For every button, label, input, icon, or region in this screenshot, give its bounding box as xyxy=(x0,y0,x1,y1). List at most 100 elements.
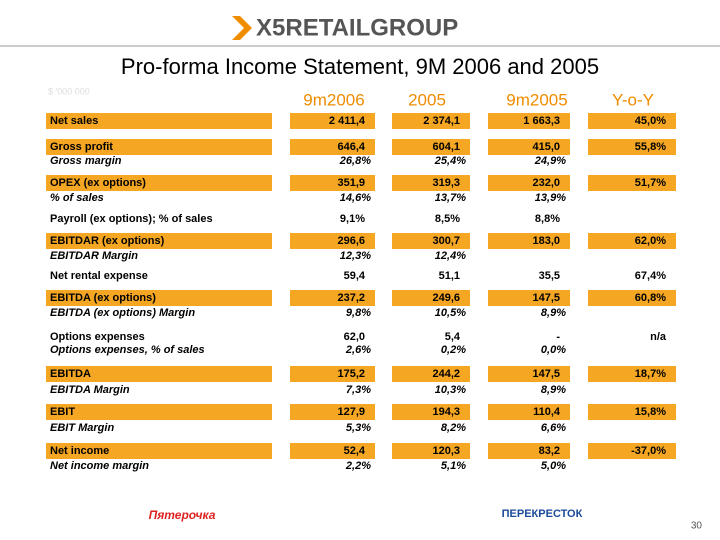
cell: 67,4% xyxy=(635,270,666,282)
cell: 62,0% xyxy=(635,235,666,247)
row-band xyxy=(46,290,272,306)
cell-band xyxy=(392,290,470,306)
cell: 646,4 xyxy=(337,141,365,153)
cell: 7,3% xyxy=(346,384,371,396)
cell: 59,4 xyxy=(344,270,366,282)
cell-band xyxy=(488,443,570,459)
row-label: EBIT xyxy=(50,406,75,418)
cell: 2,2% xyxy=(345,460,371,472)
cell: 249,6 xyxy=(432,292,460,304)
brand-right: ПЕРЕКРЕСТОК xyxy=(502,508,583,520)
cell-band xyxy=(488,404,570,420)
cell: 0,2% xyxy=(441,344,466,356)
row-label: Options expenses, % of sales xyxy=(50,344,205,356)
cell-band xyxy=(488,233,570,249)
row-label: Gross margin xyxy=(50,155,122,167)
cell-band xyxy=(488,113,570,129)
cell-band xyxy=(588,366,676,382)
cell: 244,2 xyxy=(432,368,460,380)
cell: 52,4 xyxy=(344,445,366,457)
page-number: 30 xyxy=(691,521,703,532)
table: 9m2006 2005 9m2005 Y-o-Y Net sales 2 411,4 2 3… xyxy=(46,90,676,472)
cell: 62,0 xyxy=(344,331,365,343)
cell: 8,8% xyxy=(535,213,560,225)
cell: -37,0% xyxy=(631,445,666,457)
cell: 296,6 xyxy=(337,235,365,247)
cell: 232,0 xyxy=(532,177,560,189)
unit-note: $ '000 000 xyxy=(48,86,90,96)
cell: 60,8% xyxy=(635,292,666,304)
cell: 9,8% xyxy=(346,307,371,319)
column-header: 2005 xyxy=(408,90,446,109)
row-label: Net sales xyxy=(50,115,98,127)
cell: 194,3 xyxy=(432,406,460,418)
row-band xyxy=(46,175,272,191)
column-header: 9m2005 xyxy=(506,90,567,109)
row-label: EBITDAR (ex options) xyxy=(50,235,165,247)
cell: 2 411,4 xyxy=(329,115,366,127)
cell-band xyxy=(392,139,470,155)
cell-band xyxy=(392,113,470,129)
cell: - xyxy=(556,331,560,343)
cell: 415,0 xyxy=(532,141,560,153)
cell-band xyxy=(290,404,375,420)
row-label: Options expenses xyxy=(50,331,145,343)
cell: 5,1% xyxy=(441,460,466,472)
cell: 10,3% xyxy=(435,384,466,396)
cell: 8,5% xyxy=(435,213,460,225)
cell: 51,7% xyxy=(635,177,666,189)
row-label: OPEX (ex options) xyxy=(50,177,146,189)
cell: 13,7% xyxy=(435,192,466,204)
cell: 12,4% xyxy=(435,250,466,262)
cell: 12,3% xyxy=(340,250,371,262)
cell: 319,3 xyxy=(432,177,460,189)
row-band xyxy=(46,113,272,129)
cell: 9,1% xyxy=(340,213,365,225)
cell: 15,8% xyxy=(635,406,666,418)
cell: 10,5% xyxy=(435,307,466,319)
cell-band xyxy=(392,443,470,459)
cell: 8,2% xyxy=(441,422,466,434)
row-label: EBIT Margin xyxy=(50,422,114,434)
cell-band xyxy=(290,113,375,129)
cell: 147,5 xyxy=(532,368,560,380)
cell-band xyxy=(392,404,470,420)
cell: 8,9% xyxy=(541,307,566,319)
row-label: Payroll (ex options); % of sales xyxy=(50,213,213,225)
cell: 13,9% xyxy=(535,192,566,204)
cell: 183,0 xyxy=(532,235,560,247)
row-label: Net rental expense xyxy=(50,270,148,282)
cell-band xyxy=(392,233,470,249)
cell-band xyxy=(588,113,676,129)
cell: 6,6% xyxy=(541,422,566,434)
logo-mark xyxy=(232,16,252,40)
row-label: Net income xyxy=(50,445,109,457)
cell-band xyxy=(488,290,570,306)
cell: 35,5 xyxy=(539,270,560,282)
cell-band xyxy=(392,366,470,382)
cell: 45,0% xyxy=(635,115,666,127)
cell-band xyxy=(588,290,676,306)
cell: 8,9% xyxy=(541,384,566,396)
cell: 51,1 xyxy=(439,270,460,282)
cell: 2 374,1 xyxy=(423,115,460,127)
cell-band xyxy=(392,175,470,191)
row-label: EBITDA xyxy=(50,368,91,380)
cell: 0,0% xyxy=(541,344,566,356)
cell-band xyxy=(588,175,676,191)
cell-band xyxy=(290,175,375,191)
row-label: Net income margin xyxy=(50,460,149,472)
cell-band xyxy=(588,139,676,155)
cell: 14,6% xyxy=(340,192,371,204)
cell: 24,9% xyxy=(534,155,566,167)
cell: 604,1 xyxy=(432,141,460,153)
row-label: EBITDA Margin xyxy=(50,384,130,396)
column-header: 9m2006 xyxy=(303,90,364,109)
cell-band xyxy=(290,233,375,249)
cell: 351,9 xyxy=(337,177,365,189)
cell-band xyxy=(488,139,570,155)
cell-band xyxy=(488,366,570,382)
cell-band xyxy=(588,233,676,249)
cell: 18,7% xyxy=(635,368,666,380)
